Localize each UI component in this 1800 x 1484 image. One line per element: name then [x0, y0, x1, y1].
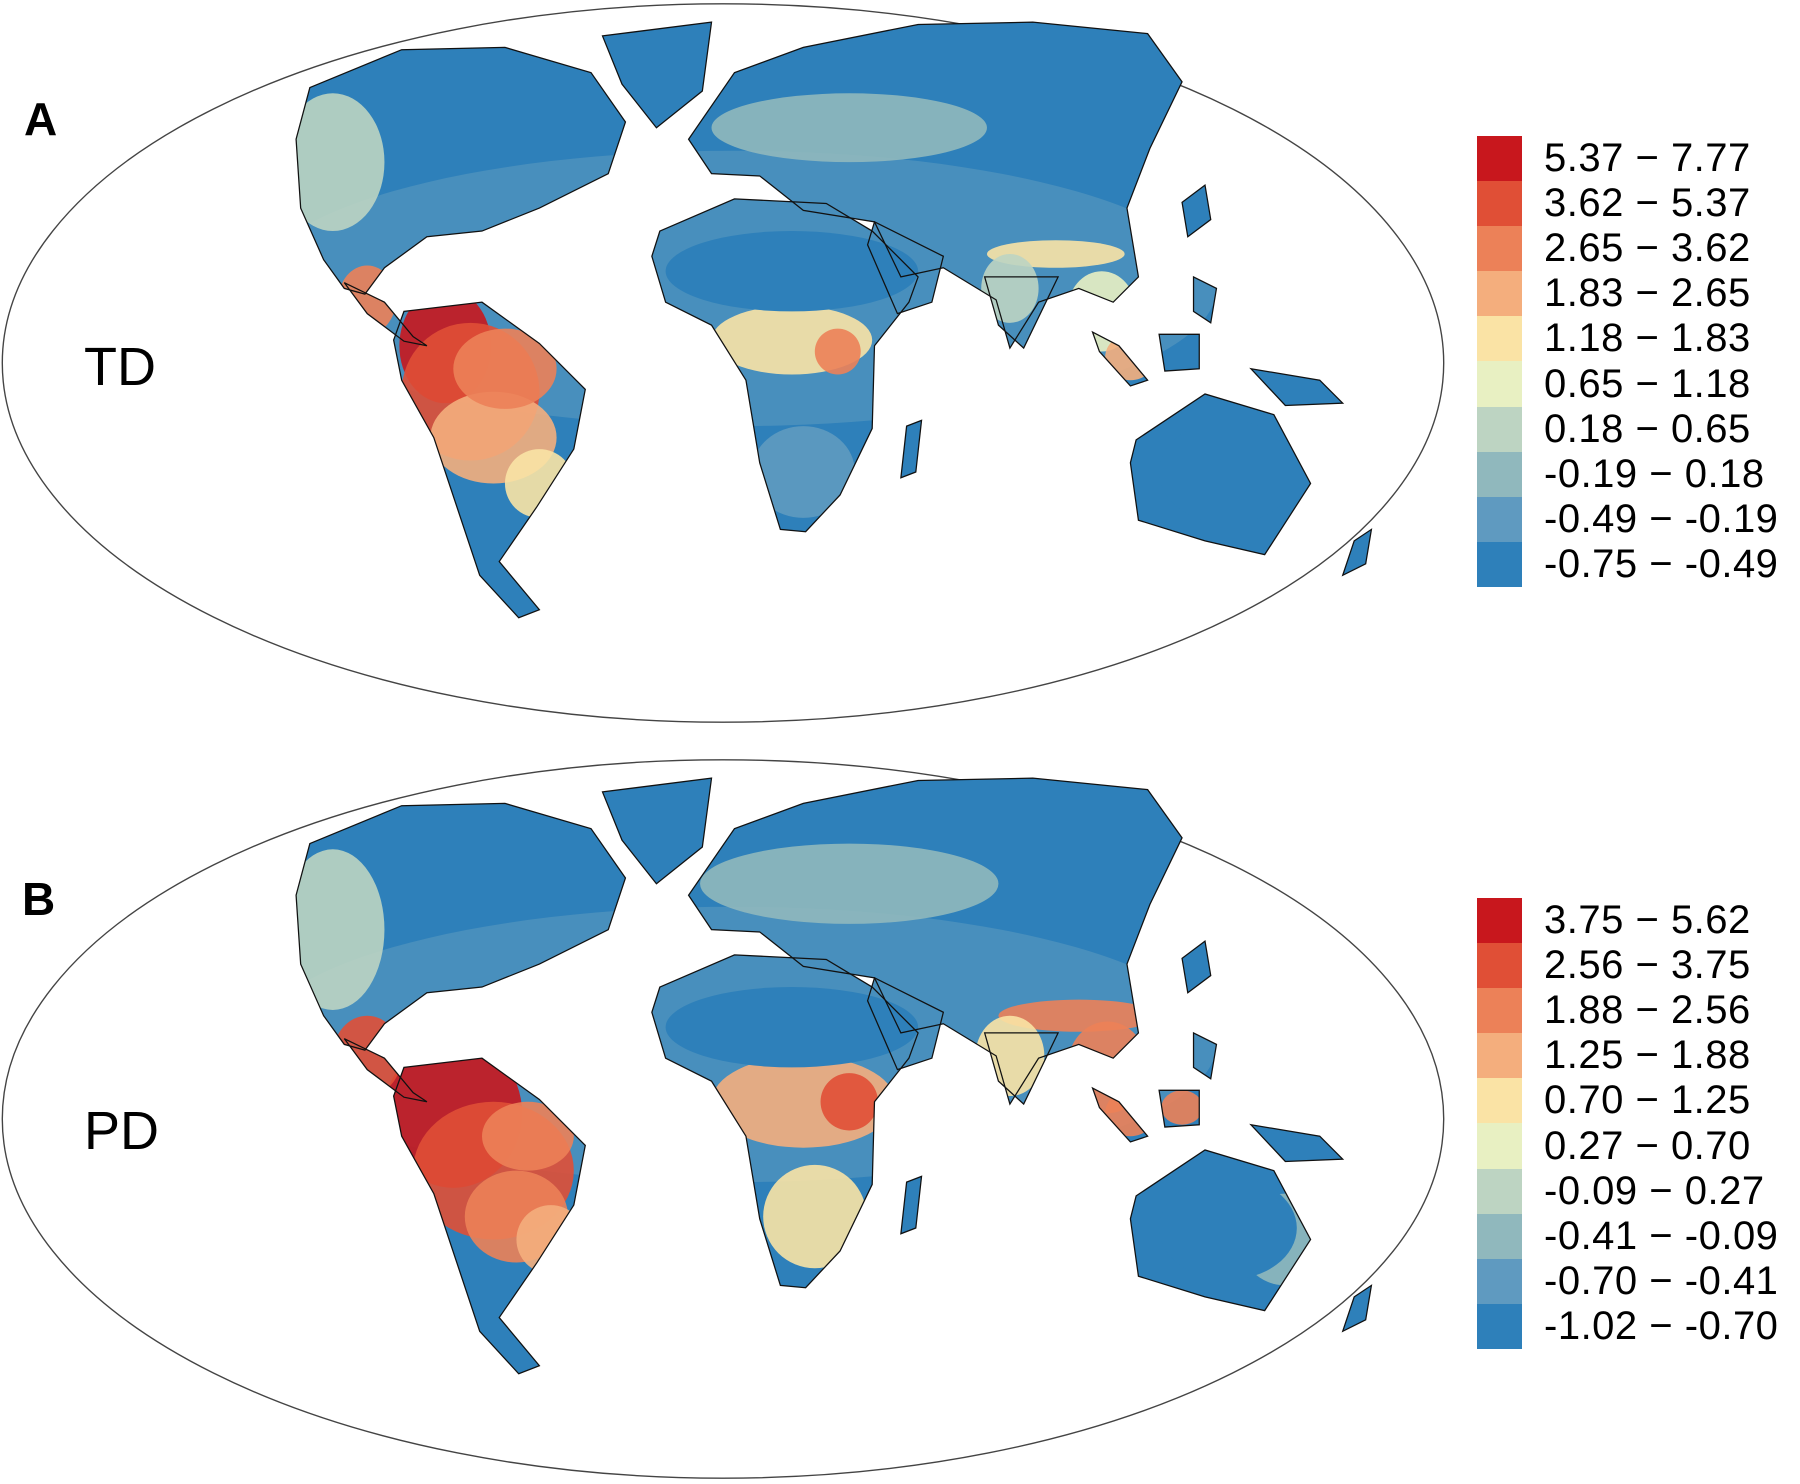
legend-label: -0.19 − 0.18 [1544, 451, 1765, 496]
legend-label: 1.18 − 1.83 [1544, 316, 1751, 361]
landmass-greenland [602, 22, 712, 128]
value-region [1161, 1090, 1203, 1125]
panel-label-a: A [24, 93, 58, 145]
legend-label: 2.65 − 3.62 [1544, 226, 1751, 271]
value-region [820, 1073, 878, 1131]
value-region [711, 93, 987, 163]
legend-item: 1.25 − 1.88 [1477, 1033, 1800, 1079]
legend-pd: 3.75 − 5.62 2.56 − 3.75 1.88 − 2.56 1.25 − … [1477, 898, 1800, 1349]
legend-item: -0.70 − -0.41 [1477, 1258, 1800, 1304]
legend-item: 2.56 − 3.75 [1477, 943, 1800, 989]
legend-label: -0.09 − 0.27 [1544, 1168, 1765, 1213]
legend-label: -0.70 − -0.41 [1544, 1258, 1779, 1303]
value-region-sahara [665, 231, 919, 312]
value-region [981, 253, 1039, 323]
legend-swatch [1477, 1213, 1522, 1259]
legend-label: 1.88 − 2.56 [1544, 988, 1751, 1033]
value-region-sahara [665, 987, 919, 1068]
legend-label: 0.70 − 1.25 [1544, 1078, 1751, 1123]
legend-swatch [1477, 898, 1522, 944]
legend-label: -0.49 − -0.19 [1544, 496, 1779, 541]
world-map-pd [1, 759, 1445, 1479]
legend-swatch [1477, 1168, 1522, 1214]
legend-td: 5.37 − 7.77 3.62 − 5.37 2.65 − 3.62 1.83 − … [1477, 136, 1800, 587]
legend-item: 3.62 − 5.37 [1477, 181, 1800, 227]
legend-item: -1.02 − -0.70 [1477, 1303, 1800, 1349]
legend-label: 1.83 − 2.65 [1544, 271, 1751, 316]
coastlines [295, 21, 1373, 619]
variable-label-td: TD [84, 337, 156, 397]
legend-swatch [1477, 496, 1522, 542]
legend-label: 0.27 − 0.70 [1544, 1123, 1751, 1168]
legend-item: -0.49 − -0.19 [1477, 496, 1800, 542]
value-region [296, 93, 385, 232]
legend-item: 5.37 − 7.77 [1477, 136, 1800, 182]
legend-label: 0.65 − 1.18 [1544, 361, 1751, 406]
legend-swatch [1477, 226, 1522, 272]
legend-swatch [1477, 316, 1522, 362]
value-region [482, 1101, 574, 1171]
legend-item: 0.70 − 1.25 [1477, 1078, 1800, 1124]
legend-swatch [1477, 136, 1522, 182]
legend-swatch [1477, 1123, 1522, 1169]
legend-item: 0.27 − 0.70 [1477, 1123, 1800, 1169]
coastlines [295, 777, 1373, 1375]
panel-label-b: B [22, 873, 56, 925]
legend-swatch [1477, 541, 1522, 587]
value-region [700, 843, 999, 924]
legend-swatch [1477, 943, 1522, 989]
legend-item: -0.09 − 0.27 [1477, 1168, 1800, 1214]
landmass-new-zealand [1342, 1285, 1372, 1332]
legend-swatch [1477, 406, 1522, 452]
legend-item: -0.19 − 0.18 [1477, 451, 1800, 497]
legend-item: 1.18 − 1.83 [1477, 316, 1800, 362]
landmass-greenland [602, 778, 712, 884]
legend-swatch [1477, 181, 1522, 227]
world-map-td [1, 3, 1445, 723]
legend-item: 3.75 − 5.62 [1477, 898, 1800, 944]
landmass-new-zealand [1342, 529, 1372, 576]
legend-swatch [1477, 451, 1522, 497]
legend-item: 0.18 − 0.65 [1477, 406, 1800, 452]
variable-label-pd: PD [84, 1101, 160, 1161]
legend-swatch [1477, 271, 1522, 317]
legend-label: 5.37 − 7.77 [1544, 136, 1751, 181]
landmass-japan [1182, 941, 1211, 993]
value-region [814, 328, 861, 375]
legend-swatch [1477, 988, 1522, 1034]
legend-label: 3.75 − 5.62 [1544, 898, 1751, 943]
legend-item: 1.88 − 2.56 [1477, 988, 1800, 1034]
legend-label: -1.02 − -0.70 [1544, 1303, 1779, 1348]
legend-label: 1.25 − 1.88 [1544, 1033, 1751, 1078]
legend-swatch [1477, 1033, 1522, 1079]
value-region [296, 849, 385, 1010]
value-region-australia [1159, 420, 1297, 524]
landmass-new-guinea [1250, 368, 1343, 406]
legend-label: 3.62 − 5.37 [1544, 181, 1751, 226]
legend-item: -0.41 − -0.09 [1477, 1213, 1800, 1259]
landmass-japan [1182, 185, 1211, 237]
legend-item: 0.65 − 1.18 [1477, 361, 1800, 407]
legend-item: 2.65 − 3.62 [1477, 226, 1800, 272]
value-region [751, 426, 855, 518]
legend-item: 1.83 − 2.65 [1477, 271, 1800, 317]
legend-item: -0.75 − -0.49 [1477, 541, 1800, 587]
legend-swatch [1477, 1303, 1522, 1349]
legend-swatch [1477, 1078, 1522, 1124]
legend-label: -0.75 − -0.49 [1544, 541, 1779, 586]
value-region [763, 1164, 867, 1269]
landmass-new-guinea [1250, 1124, 1343, 1162]
value-region-australia [1159, 1176, 1297, 1280]
legend-label: 0.18 − 0.65 [1544, 406, 1751, 451]
legend-label: 2.56 − 3.75 [1544, 943, 1751, 988]
legend-swatch [1477, 1258, 1522, 1304]
legend-label: -0.41 − -0.09 [1544, 1213, 1779, 1258]
value-region [453, 328, 557, 409]
legend-swatch [1477, 361, 1522, 407]
